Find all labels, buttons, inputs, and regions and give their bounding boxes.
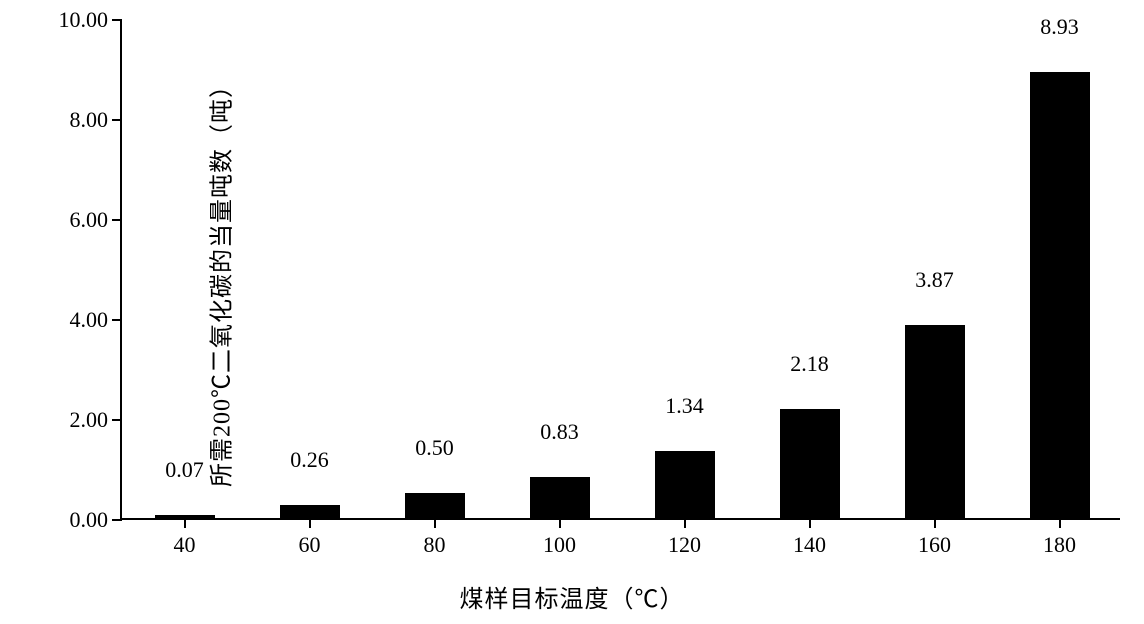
y-tick-label: 4.00 bbox=[70, 307, 109, 333]
bar-value-label: 3.87 bbox=[915, 267, 954, 293]
bar bbox=[280, 505, 340, 518]
y-tick-label: 2.00 bbox=[70, 407, 109, 433]
bar bbox=[780, 409, 840, 518]
bar bbox=[655, 451, 715, 518]
x-tick bbox=[1059, 518, 1061, 528]
bar-value-label: 8.93 bbox=[1040, 14, 1079, 40]
y-tick-label: 0.00 bbox=[70, 507, 109, 533]
x-tick bbox=[309, 518, 311, 528]
x-tick bbox=[934, 518, 936, 528]
y-tick bbox=[112, 19, 122, 21]
x-tick-label: 100 bbox=[543, 532, 576, 558]
y-tick bbox=[112, 119, 122, 121]
chart-container: 所需200℃二氧化碳的当量吨数（吨） 煤样目标温度（℃） 0.002.004.0… bbox=[0, 0, 1144, 624]
bar-value-label: 0.26 bbox=[290, 447, 329, 473]
y-tick bbox=[112, 419, 122, 421]
bar bbox=[530, 477, 590, 519]
x-tick-label: 40 bbox=[174, 532, 196, 558]
y-tick bbox=[112, 319, 122, 321]
y-tick bbox=[112, 219, 122, 221]
bar bbox=[905, 325, 965, 519]
bar-value-label: 0.07 bbox=[165, 457, 204, 483]
x-axis-label: 煤样目标温度（℃） bbox=[460, 579, 685, 614]
bar-value-label: 0.83 bbox=[540, 419, 579, 445]
x-tick-label: 140 bbox=[793, 532, 826, 558]
bar bbox=[1030, 72, 1090, 519]
x-tick bbox=[434, 518, 436, 528]
x-tick-label: 80 bbox=[424, 532, 446, 558]
bar-value-label: 1.34 bbox=[665, 393, 704, 419]
bar bbox=[155, 515, 215, 519]
x-tick-label: 160 bbox=[918, 532, 951, 558]
x-tick bbox=[184, 518, 186, 528]
x-tick bbox=[809, 518, 811, 528]
plot-area: 0.002.004.006.008.0010.00400.07600.26800… bbox=[120, 20, 1120, 520]
y-tick bbox=[112, 519, 122, 521]
y-tick-label: 8.00 bbox=[70, 107, 109, 133]
x-tick-label: 180 bbox=[1043, 532, 1076, 558]
y-tick-label: 6.00 bbox=[70, 207, 109, 233]
bar-value-label: 0.50 bbox=[415, 435, 454, 461]
x-tick-label: 60 bbox=[299, 532, 321, 558]
bar bbox=[405, 493, 465, 518]
bar-value-label: 2.18 bbox=[790, 351, 829, 377]
x-tick-label: 120 bbox=[668, 532, 701, 558]
x-tick bbox=[559, 518, 561, 528]
x-tick bbox=[684, 518, 686, 528]
y-tick-label: 10.00 bbox=[59, 7, 109, 33]
